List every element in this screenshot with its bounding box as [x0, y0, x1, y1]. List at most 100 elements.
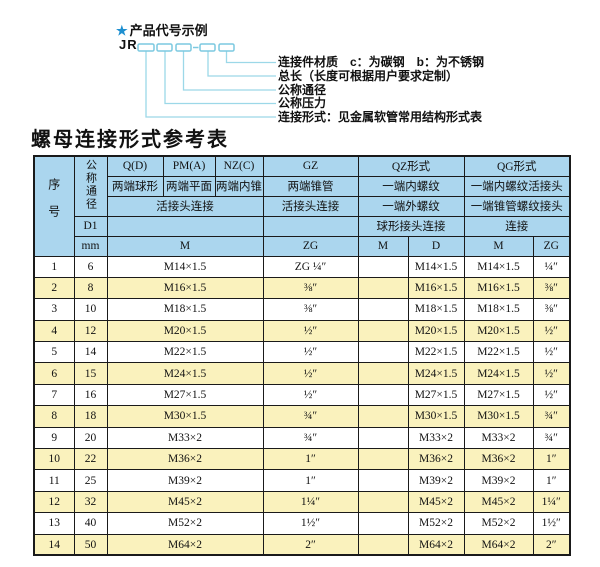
cell-serial: 3 [33, 298, 75, 321]
header-form-nzc: NZ(C) [214, 155, 264, 177]
cell-diameter: 18 [73, 405, 108, 428]
header-desc-qg: 一端内螺纹活接头 [463, 175, 571, 197]
cell-qg-zg: 1″ [532, 469, 571, 492]
cell-diameter: 40 [73, 512, 108, 535]
header-unit-mm: mm [73, 235, 108, 257]
header-form-qd: Q(D) [106, 155, 164, 177]
header-desc-qd: 两端球形 [106, 175, 164, 197]
cell-qg-zg: ½″ [532, 341, 571, 364]
cell-qz-m [357, 276, 409, 300]
cell-qg-m: M33×2 [463, 426, 534, 450]
cell-gz: ⅜″ [262, 276, 359, 300]
header-form-gz: GZ [262, 155, 359, 177]
cell-qz-m [357, 341, 409, 364]
header-qz-m: M [357, 235, 409, 257]
header-ball-joint-conn: 球形接头连接 [357, 215, 465, 237]
diagram-label-pressure: 公称压力 [278, 96, 327, 110]
cell-serial: 10 [33, 448, 75, 471]
code-box [175, 43, 192, 52]
cell-serial: 2 [33, 276, 75, 300]
cell-thread-m: M33×2 [106, 426, 264, 450]
cell-qz-d: M30×1.5 [407, 405, 465, 428]
cell-qg-m: M18×1.5 [463, 298, 534, 321]
cell-qz-d: M22×1.5 [407, 341, 465, 364]
cell-qz-d: M16×1.5 [407, 276, 465, 300]
cell-gz: 1″ [262, 448, 359, 471]
code-box [137, 43, 155, 52]
cell-gz: 1¼″ [262, 490, 359, 514]
connector-line [182, 51, 276, 91]
cell-gz: ¾″ [262, 426, 359, 450]
diagram-label-conn-form: 连接形式：见金属软管常用结构形式表 [278, 109, 483, 124]
header-form-pma: PM(A) [162, 155, 216, 177]
table-row: 8 18 M30×1.5 ¾″ M30×1.5 M30×1.5 ¾″ [33, 405, 571, 428]
cell-gz: ½″ [262, 341, 359, 364]
cell-qg-m: M27×1.5 [463, 383, 534, 407]
cell-gz: ¾″ [262, 405, 359, 428]
header-conn-gz: 活接头连接 [262, 195, 359, 217]
cell-serial: 7 [33, 383, 75, 407]
cell-qz-m [357, 319, 409, 343]
header-desc-nzc: 两端内锥 [214, 175, 264, 197]
cell-thread-m: M22×1.5 [106, 341, 264, 364]
header-thread-zg: ZG [262, 235, 359, 257]
cell-thread-m: M20×1.5 [106, 319, 264, 343]
cell-diameter: 8 [73, 276, 108, 300]
connector-line [225, 51, 276, 64]
cell-qg-zg: 1″ [532, 448, 571, 471]
cell-qz-m [357, 255, 409, 278]
connector-lines [145, 51, 276, 118]
header-conn-qg: 一端锥管螺纹接头 [463, 195, 571, 217]
cell-qg-zg: ⅜″ [532, 298, 571, 321]
cell-diameter: 22 [73, 448, 108, 471]
table-row: 13 40 M52×2 1½″ M52×2 M52×2 1½″ [33, 512, 571, 535]
connector-line [207, 51, 276, 77]
cell-gz: 2″ [262, 533, 359, 556]
cell-thread-m: M45×2 [106, 490, 264, 514]
cell-qg-zg: ⅜″ [532, 276, 571, 300]
cell-qz-m [357, 448, 409, 471]
star-icon: ★ [116, 23, 128, 38]
header-thread-m: M [106, 235, 264, 257]
cell-gz: ⅜″ [262, 298, 359, 321]
cell-diameter: 25 [73, 469, 108, 492]
table-row: 10 22 M36×2 1″ M36×2 M36×2 1″ [33, 448, 571, 471]
header-form-qz: QZ形式 [357, 155, 465, 177]
cell-diameter: 16 [73, 383, 108, 407]
header-desc-gz: 两端锥管 [262, 175, 359, 197]
table-header: 序号 公称通径 Q(D) PM(A) NZ(C) GZ QZ形式 QG形式 两端… [33, 155, 571, 257]
cell-qz-m [357, 490, 409, 514]
cell-qz-m [357, 383, 409, 407]
cell-gz: 1½″ [262, 512, 359, 535]
cell-thread-m: M39×2 [106, 469, 264, 492]
nut-connection-reference-table: 序号 公称通径 Q(D) PM(A) NZ(C) GZ QZ形式 QG形式 两端… [33, 155, 571, 557]
header-qz-d: D [407, 235, 465, 257]
cell-thread-m: M52×2 [106, 512, 264, 535]
table-row: 14 50 M64×2 2″ M64×2 M64×2 2″ [33, 533, 571, 556]
table-row: 2 8 M16×1.5 ⅜″ M16×1.5 M16×1.5 ⅜″ [33, 276, 571, 300]
header-qg-m: M [463, 235, 534, 257]
cell-qz-m [357, 405, 409, 428]
cell-qz-m [357, 298, 409, 321]
cell-qg-zg: ¼″ [532, 255, 571, 278]
cell-qz-m [357, 426, 409, 450]
table-row: 5 14 M22×1.5 ½″ M22×1.5 M22×1.5 ½″ [33, 341, 571, 364]
product-code-heading-text: 产品代号示例 [129, 23, 208, 38]
cell-qz-d: M18×1.5 [407, 298, 465, 321]
cell-qg-m: M45×2 [463, 490, 534, 514]
connector-line [145, 51, 276, 118]
cell-thread-m: M27×1.5 [106, 383, 264, 407]
code-box [156, 43, 173, 52]
table-row: 9 20 M33×2 ¾″ M33×2 M33×2 ¾″ [33, 426, 571, 450]
cell-diameter: 50 [73, 533, 108, 556]
header-conn-union: 活接头连接 [106, 195, 264, 217]
table-row: 7 16 M27×1.5 ½″ M27×1.5 M27×1.5 ½″ [33, 383, 571, 407]
table-row: 3 10 M18×1.5 ⅜″ M18×1.5 M18×1.5 ⅜″ [33, 298, 571, 321]
cell-diameter: 32 [73, 490, 108, 514]
cell-qz-d: M36×2 [407, 448, 465, 471]
cell-qz-d: M14×1.5 [407, 255, 465, 278]
cell-qg-m: M16×1.5 [463, 276, 534, 300]
cell-thread-m: M36×2 [106, 448, 264, 471]
cell-qg-zg: ½″ [532, 319, 571, 343]
